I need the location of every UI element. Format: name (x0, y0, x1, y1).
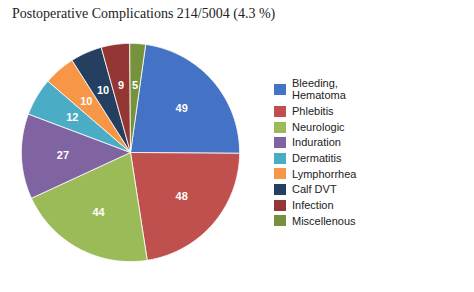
svg-text:10: 10 (97, 84, 109, 96)
html-text:Bleeding, Hematoma: Bleeding, Hematoma (292, 76, 346, 102)
svg-text:44: 44 (92, 206, 105, 218)
html-text:Induration: Induration (292, 136, 341, 149)
svg-text:9: 9 (118, 79, 124, 91)
svg-text:27: 27 (57, 148, 69, 160)
html-text:Miscellenous: Miscellenous (292, 214, 356, 227)
html-text:Lymphorrhea: Lymphorrhea (292, 167, 357, 180)
html-text:Postoperative Complications 21: Postoperative Complications 214/5004 (4.… (12, 6, 276, 21)
svg-text:48: 48 (176, 190, 188, 202)
svg-text:5: 5 (132, 79, 138, 91)
html-text:Calf DVT: Calf DVT (292, 183, 337, 196)
svg-text:49: 49 (176, 102, 188, 114)
html-text:Infection: Infection (292, 198, 334, 211)
html-text:Dermatitis: Dermatitis (292, 152, 342, 164)
svg-text:12: 12 (66, 111, 78, 123)
html-text:Phlebitis: Phlebitis (292, 105, 334, 118)
html-text:Neurologic: Neurologic (292, 120, 345, 133)
svg-text:10: 10 (80, 95, 92, 107)
